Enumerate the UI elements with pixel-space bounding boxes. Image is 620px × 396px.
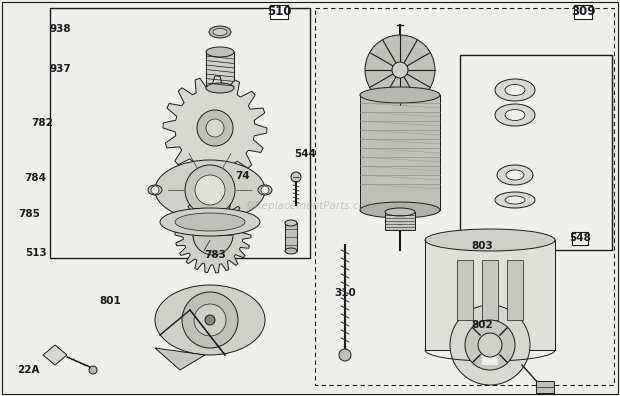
Text: 801: 801 xyxy=(99,296,121,306)
Bar xyxy=(482,345,498,365)
Bar xyxy=(385,212,415,230)
Circle shape xyxy=(478,333,502,357)
Bar xyxy=(285,223,297,251)
Ellipse shape xyxy=(360,87,440,103)
Ellipse shape xyxy=(160,208,260,236)
Text: 783: 783 xyxy=(205,250,226,261)
Bar xyxy=(536,381,554,393)
Ellipse shape xyxy=(175,213,245,231)
Ellipse shape xyxy=(385,208,415,216)
Text: 74: 74 xyxy=(236,171,250,181)
Circle shape xyxy=(193,215,233,255)
Text: 548: 548 xyxy=(569,233,591,243)
Ellipse shape xyxy=(497,165,533,185)
Ellipse shape xyxy=(360,202,440,218)
Polygon shape xyxy=(155,348,205,370)
Circle shape xyxy=(197,110,233,146)
Text: ©ReplacementParts.com: ©ReplacementParts.com xyxy=(244,201,376,211)
Ellipse shape xyxy=(285,220,297,226)
Circle shape xyxy=(206,228,220,242)
Circle shape xyxy=(339,349,351,361)
Bar xyxy=(50,8,310,258)
Polygon shape xyxy=(43,345,67,365)
Bar xyxy=(574,5,592,19)
Text: 938: 938 xyxy=(50,23,71,34)
Bar xyxy=(457,260,473,320)
Text: 310: 310 xyxy=(335,288,356,298)
Text: 802: 802 xyxy=(471,320,493,330)
Circle shape xyxy=(205,315,215,325)
Circle shape xyxy=(185,165,235,215)
Ellipse shape xyxy=(155,285,265,355)
Text: 803: 803 xyxy=(471,240,493,251)
Text: 22A: 22A xyxy=(17,365,40,375)
Bar xyxy=(460,55,612,250)
Text: 784: 784 xyxy=(25,173,46,183)
Circle shape xyxy=(199,221,227,249)
Circle shape xyxy=(450,305,530,385)
Ellipse shape xyxy=(425,229,555,251)
Ellipse shape xyxy=(495,79,535,101)
Circle shape xyxy=(206,119,224,137)
Ellipse shape xyxy=(505,110,525,120)
Ellipse shape xyxy=(148,185,162,195)
Circle shape xyxy=(151,186,159,194)
Circle shape xyxy=(261,186,269,194)
Ellipse shape xyxy=(495,104,535,126)
Ellipse shape xyxy=(285,248,297,254)
Ellipse shape xyxy=(209,26,231,38)
Ellipse shape xyxy=(505,196,525,204)
Text: 544: 544 xyxy=(294,149,316,160)
Bar xyxy=(425,240,555,350)
Ellipse shape xyxy=(213,29,227,36)
Circle shape xyxy=(365,35,435,105)
Polygon shape xyxy=(175,197,251,273)
Text: 782: 782 xyxy=(31,118,53,128)
Text: 785: 785 xyxy=(19,209,40,219)
Ellipse shape xyxy=(505,84,525,95)
Circle shape xyxy=(392,62,408,78)
Ellipse shape xyxy=(155,160,265,220)
Bar xyxy=(315,8,614,385)
Ellipse shape xyxy=(495,192,535,208)
Text: 309: 309 xyxy=(571,6,595,19)
Circle shape xyxy=(195,175,225,205)
Bar xyxy=(507,260,523,320)
Bar xyxy=(572,232,588,244)
Ellipse shape xyxy=(506,170,524,180)
Ellipse shape xyxy=(291,172,301,182)
Ellipse shape xyxy=(206,47,234,57)
Circle shape xyxy=(465,320,515,370)
Circle shape xyxy=(194,304,226,336)
Text: 510: 510 xyxy=(267,6,291,19)
Bar xyxy=(270,5,288,19)
Text: 513: 513 xyxy=(25,248,46,259)
Bar xyxy=(206,52,234,88)
Circle shape xyxy=(182,292,238,348)
Bar xyxy=(482,260,498,320)
Bar xyxy=(360,95,440,210)
Polygon shape xyxy=(163,76,267,180)
Ellipse shape xyxy=(258,185,272,195)
Ellipse shape xyxy=(206,83,234,93)
Circle shape xyxy=(89,366,97,374)
Text: 937: 937 xyxy=(50,64,71,74)
